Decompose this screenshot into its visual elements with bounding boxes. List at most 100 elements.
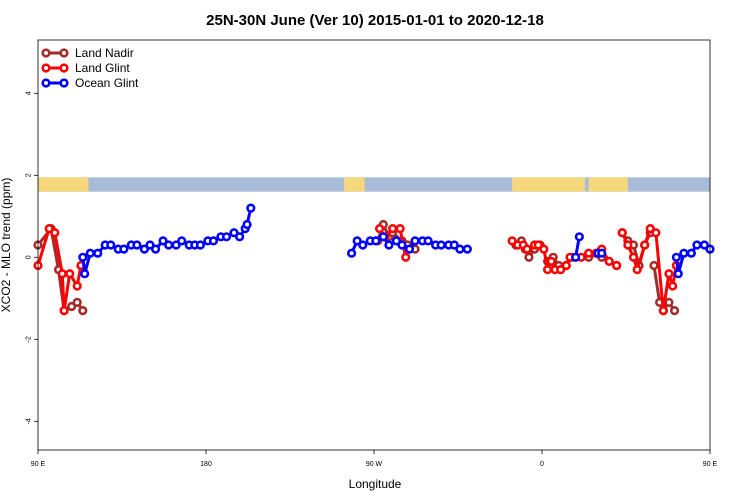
data-point xyxy=(397,240,407,250)
data-point xyxy=(455,244,465,254)
data-point xyxy=(664,269,674,279)
data-point xyxy=(539,244,549,254)
data-point xyxy=(391,236,402,246)
data-point xyxy=(649,260,659,271)
data-point xyxy=(208,236,219,246)
data-point xyxy=(668,281,678,291)
data-point xyxy=(229,228,239,238)
data-point xyxy=(546,256,556,267)
data-point xyxy=(65,269,75,279)
data-point xyxy=(669,306,680,316)
legend-item: Land Nadir xyxy=(41,46,134,60)
series-layer xyxy=(33,203,715,316)
y-tick-label: 2 xyxy=(25,173,32,177)
land-segment xyxy=(38,177,89,192)
data-point xyxy=(195,240,205,250)
data-point xyxy=(132,240,142,250)
data-point xyxy=(80,269,90,279)
legend-marker xyxy=(41,78,51,88)
x-tick-label: 0 xyxy=(540,461,544,468)
data-point xyxy=(57,269,67,279)
legend-label: Ocean Glint xyxy=(75,76,139,90)
data-point xyxy=(378,232,388,242)
data-point xyxy=(651,228,661,238)
data-point xyxy=(139,244,149,254)
data-point xyxy=(671,252,682,262)
data-point xyxy=(388,224,398,234)
x-axis-label: Longitude xyxy=(349,477,402,491)
data-point xyxy=(410,236,420,246)
chart-title: 25N-30N June (Ver 10) 2015-01-01 to 2020… xyxy=(206,12,544,29)
data-point xyxy=(533,240,543,250)
x-tick-label: 90 E xyxy=(703,461,718,468)
data-point xyxy=(524,252,534,262)
data-point xyxy=(384,240,394,250)
land-segment xyxy=(588,177,628,192)
data-point xyxy=(59,306,69,316)
data-point xyxy=(664,297,674,308)
data-point xyxy=(151,244,161,254)
data-point xyxy=(401,252,411,262)
data-point xyxy=(584,248,594,258)
data-point xyxy=(44,224,54,234)
legend-marker xyxy=(59,78,69,88)
y-tick-label: 4 xyxy=(25,91,32,95)
data-point xyxy=(221,232,232,242)
axes: 90 E 180 90 W 0 90 E 4 2 0 -2 -4 xyxy=(25,91,717,468)
data-point xyxy=(640,240,650,250)
data-point xyxy=(158,236,168,246)
x-tick-label: 90 W xyxy=(366,461,383,468)
data-point xyxy=(164,240,174,250)
data-point xyxy=(78,306,88,316)
data-point xyxy=(93,248,103,258)
data-point xyxy=(358,240,368,250)
legend-marker xyxy=(59,63,69,73)
data-point xyxy=(395,224,405,234)
data-point xyxy=(597,248,607,258)
legend-label: Land Nadir xyxy=(75,46,134,60)
data-point xyxy=(632,265,642,275)
data-point xyxy=(679,248,689,258)
land-ocean-strip xyxy=(38,177,710,192)
x-tick-label: 180 xyxy=(200,461,212,468)
land-segment xyxy=(512,177,585,192)
data-point xyxy=(628,252,639,262)
data-point xyxy=(371,236,381,246)
land-segment xyxy=(344,177,365,192)
data-point xyxy=(561,260,571,271)
data-point xyxy=(246,203,256,213)
data-point xyxy=(119,244,129,254)
data-point xyxy=(66,301,77,312)
data-point xyxy=(686,248,696,258)
data-point xyxy=(612,260,622,271)
legend-marker xyxy=(59,48,69,58)
data-point xyxy=(604,256,614,267)
data-point xyxy=(85,248,95,258)
legend-label: Land Glint xyxy=(75,61,130,75)
data-point xyxy=(623,240,633,250)
data-point xyxy=(177,236,187,246)
data-point xyxy=(574,232,584,242)
data-point xyxy=(404,244,415,254)
data-point xyxy=(72,281,82,291)
data-point xyxy=(235,232,245,242)
data-point xyxy=(556,265,566,275)
data-point xyxy=(449,240,459,250)
data-point xyxy=(242,219,252,230)
y-tick-label: 0 xyxy=(25,255,32,259)
data-point xyxy=(692,240,702,250)
data-point xyxy=(542,265,553,275)
series-ocean-glint xyxy=(78,203,715,279)
data-point xyxy=(145,240,155,250)
data-point xyxy=(645,224,655,234)
legend-item: Land Glint xyxy=(41,61,130,75)
data-point xyxy=(522,244,532,254)
data-point xyxy=(171,240,181,250)
data-point xyxy=(436,240,446,250)
data-point xyxy=(50,228,60,238)
data-point xyxy=(462,244,472,254)
data-point xyxy=(507,236,517,246)
